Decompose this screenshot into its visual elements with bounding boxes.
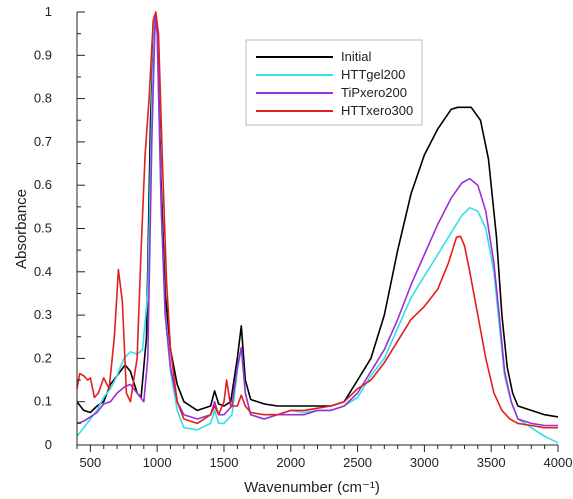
x-tick-label: 2000	[276, 455, 305, 470]
x-tick-label: 3000	[410, 455, 439, 470]
legend: Initial HTTgel200 TiPxero200 HTTxero300	[245, 39, 423, 126]
series-layer	[76, 11, 559, 444]
series-line-tipxero200	[76, 15, 558, 427]
legend-label-httgel200: HTTgel200	[341, 67, 405, 82]
y-tick-label: 0.5	[34, 221, 52, 236]
x-tick-label: 4000	[544, 455, 573, 470]
x-tick-label: 1000	[143, 455, 172, 470]
y-tick-label: 0.8	[34, 91, 52, 106]
legend-label-httxero300: HTTxero300	[341, 103, 413, 118]
y-tick-label: 0.1	[34, 394, 52, 409]
legend-label-initial: Initial	[341, 49, 371, 64]
y-tick-label: 0.2	[34, 350, 52, 365]
y-tick-label: 0.4	[34, 264, 52, 279]
x-axis-title: Wavenumber (cm⁻¹)	[244, 479, 380, 496]
x-tick-label: 1500	[210, 455, 239, 470]
x-tick-label: 3500	[477, 455, 506, 470]
y-tick-label: 0	[45, 437, 52, 452]
y-tick-label: 0.9	[34, 47, 52, 62]
x-tick-label: 2500	[343, 455, 372, 470]
y-tick-label: 0.6	[34, 177, 52, 192]
series-line-httxero300	[76, 11, 558, 429]
y-tick-label: 0.7	[34, 134, 52, 149]
y-tick-label: 0.3	[34, 307, 52, 322]
legend-label-tipxero200: TiPxero200	[341, 85, 407, 100]
y-tick-label: 1	[45, 4, 52, 19]
x-tick-label: 500	[80, 455, 102, 470]
y-axis-title: Absorbance	[13, 189, 30, 269]
